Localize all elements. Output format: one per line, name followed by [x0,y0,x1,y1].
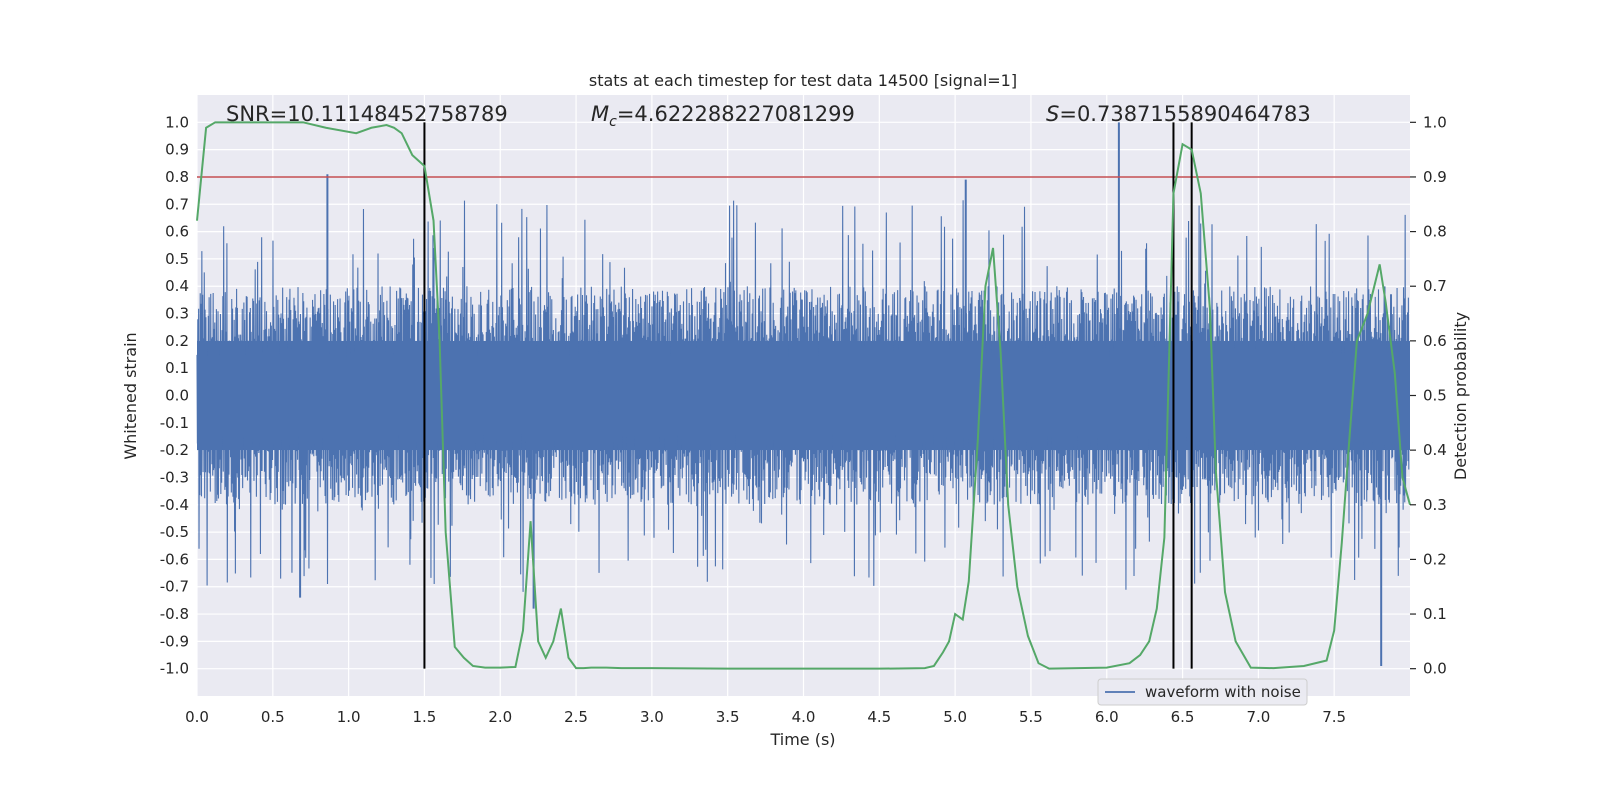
x-tick-label: 4.0 [792,708,816,726]
x-axis-label: Time (s) [769,730,835,749]
y2-tick-label: 0.8 [1423,223,1447,241]
x-tick-label: 2.0 [488,708,512,726]
x-tick-label: 2.5 [564,708,588,726]
x-tick-label: 5.5 [1019,708,1043,726]
y2-tick-label: 0.1 [1423,605,1447,623]
legend: waveform with noise [1097,678,1308,706]
legend-label: waveform with noise [1145,683,1301,701]
x-tick-label: 3.5 [716,708,740,726]
y-axis-ticks: 1.0 0.9 0.8 0.7 0.6 0.5 0.4 0.3 0.2 0.1 0.0 -0.1 -0.… [160,113,189,677]
x-tick-label: 4.5 [867,708,891,726]
x-tick-label: 3.0 [640,708,664,726]
x-tick-label: 6.5 [1171,708,1195,726]
x-tick-label: 7.5 [1322,708,1346,726]
y-tick-label: 0.8 [165,168,189,186]
y-tick-label: 0.0 [165,387,189,405]
x-tick-label: 6.0 [1095,708,1119,726]
y2-tick-label: 0.3 [1423,496,1447,514]
x-tick-label: 0.0 [185,708,209,726]
y-tick-label: -0.5 [160,523,189,541]
y2-tick-label: 0.5 [1423,387,1447,405]
chirp-mass-symbol: M [591,102,609,126]
y-tick-label: 0.4 [165,277,189,295]
y-tick-label: -0.3 [160,468,189,486]
y-axis-label: Whitened strain [121,332,140,459]
y2-axis-ticks: 1.0 0.9 0.8 0.7 0.6 0.5 0.4 0.3 0.2 0.1 0.0 [1410,113,1447,678]
x-tick-label: 1.5 [413,708,437,726]
y-tick-label: 0.1 [165,359,189,377]
y2-tick-label: 0.7 [1423,277,1447,295]
x-axis-ticks: 0.0 0.5 1.0 1.5 2.0 2.5 3.0 3.5 4.0 4.5 5.0 5.5 6.0 6… [185,708,1346,726]
x-tick-label: 5.0 [943,708,967,726]
y-tick-label: 0.6 [165,223,189,241]
y-tick-label: -1.0 [160,660,189,678]
chirp-mass-subscript: c [609,114,617,130]
y-tick-label: -0.7 [160,578,189,596]
snr-annotation: SNR=10.11148452758789 [226,102,508,126]
x-tick-label: 7.0 [1246,708,1270,726]
statistic-value: =0.7387155890464783 [1059,102,1310,126]
y-tick-label: -0.6 [160,550,189,568]
y-tick-label: 0.3 [165,305,189,323]
y2-tick-label: 0.2 [1423,550,1447,568]
y2-tick-label: 0.9 [1423,168,1447,186]
y-tick-label: -0.4 [160,496,189,514]
chart-title: stats at each timestep for test data 145… [589,71,1017,90]
y-tick-label: 0.7 [165,195,189,213]
y2-tick-label: 1.0 [1423,113,1447,131]
statistic-annotation: S=0.7387155890464783 [1046,102,1311,126]
y2-tick-label: 0.0 [1423,660,1447,678]
y-tick-label: -0.2 [160,441,189,459]
legend-box [1097,678,1308,706]
y-tick-label: 0.5 [165,250,189,268]
y-tick-label: 0.9 [165,141,189,159]
y-tick-label: 1.0 [165,113,189,131]
detection-probability-line [196,121,1411,670]
chirp-mass-value: =4.622288227081299 [617,102,855,126]
x-tick-label: 1.0 [337,708,361,726]
y2-tick-label: 0.4 [1423,441,1447,459]
waveform-line [196,200,1410,592]
waveform-series [196,122,1410,666]
chirp-mass-annotation: Mc=4.622288227081299 [591,102,855,130]
statistic-symbol: S [1046,102,1059,126]
y-tick-label: -0.9 [160,632,189,650]
y-tick-label: -0.8 [160,605,189,623]
y2-axis-label: Detection probability [1451,312,1470,480]
x-tick-label: 0.5 [261,708,285,726]
y2-tick-label: 0.6 [1423,332,1447,350]
y-tick-label: -0.1 [160,414,189,432]
y-tick-label: 0.2 [165,332,189,350]
